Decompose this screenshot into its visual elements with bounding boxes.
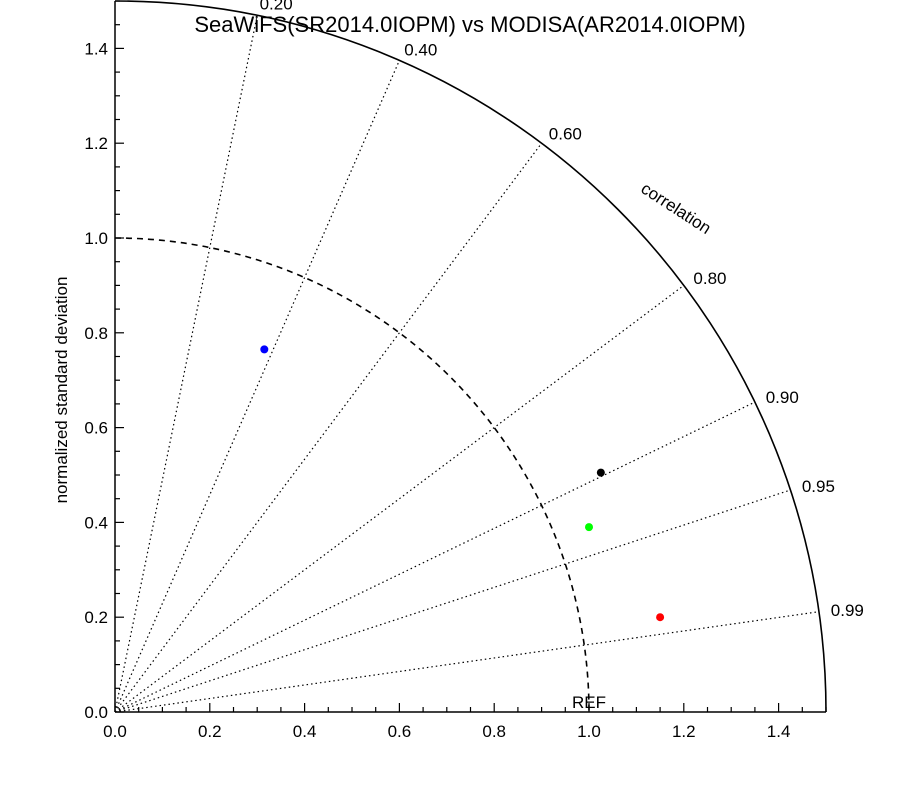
y-tick-label: 0.4 bbox=[84, 513, 108, 532]
y-tick-label: 0.8 bbox=[84, 324, 108, 343]
x-tick-label: 0.8 bbox=[482, 722, 506, 741]
correlation-tick-label: 0.99 bbox=[831, 601, 864, 620]
reference-stddev-arc bbox=[114, 237, 590, 713]
correlation-ray-6 bbox=[114, 611, 819, 713]
correlation-tick-label: 0.95 bbox=[802, 477, 835, 496]
y-ticks: 0.0 0.2 0.4 0.6 0.8 1.0 1.2 1.4 bbox=[84, 0, 124, 722]
x-tick-label: 1.2 bbox=[672, 722, 696, 741]
x-tick-label: 0.0 bbox=[103, 722, 127, 741]
chart-title: SeaWiFS(SR2014.0IOPM) vs MODISA(AR2014.0… bbox=[194, 12, 745, 37]
y-axis-label: normalized standard deviation bbox=[52, 277, 71, 504]
correlation-arc-label: correlation bbox=[638, 179, 715, 238]
correlation-tick-label: 0.20 bbox=[260, 0, 293, 14]
correlation-ray-2 bbox=[114, 142, 543, 713]
data-point-1 bbox=[596, 468, 605, 477]
x-tick-label: 1.4 bbox=[767, 722, 791, 741]
y-tick-label: 0.6 bbox=[84, 419, 108, 438]
correlation-tick-label: 0.60 bbox=[549, 125, 582, 144]
data-point-3 bbox=[656, 613, 665, 622]
x-tick-label: 0.2 bbox=[198, 722, 222, 741]
correlation-ray-0 bbox=[114, 15, 258, 713]
correlation-tick-label: 0.90 bbox=[766, 388, 799, 407]
correlation-rays bbox=[114, 15, 819, 713]
correlation-ray-3 bbox=[114, 284, 685, 713]
y-tick-label: 1.4 bbox=[84, 39, 108, 58]
outer-stddev-arc bbox=[114, 0, 827, 713]
y-tick-label: 0.0 bbox=[84, 703, 108, 722]
x-ticks: 0.0 0.2 0.4 0.6 0.8 1.0 1.2 1.4 bbox=[103, 703, 827, 741]
y-tick-label: 0.2 bbox=[84, 608, 108, 627]
correlation-ray-5 bbox=[114, 489, 791, 713]
x-tick-label: 0.4 bbox=[293, 722, 317, 741]
correlation-ray-1 bbox=[114, 60, 400, 713]
correlation-tick-label: 0.80 bbox=[693, 269, 726, 288]
data-point-2 bbox=[585, 523, 593, 532]
x-tick-label: 1.0 bbox=[577, 722, 601, 741]
correlation-ray-4 bbox=[114, 401, 756, 713]
x-tick-label: 0.6 bbox=[388, 722, 412, 741]
data-point-0 bbox=[260, 345, 269, 354]
reference-label: REF bbox=[572, 693, 606, 712]
data-points bbox=[260, 345, 665, 622]
y-tick-label: 1.0 bbox=[84, 229, 108, 248]
correlation-labels: 0.20 0.40 0.60 0.80 0.90 0.95 0.99 bbox=[260, 0, 864, 620]
correlation-tick-label: 0.40 bbox=[404, 40, 437, 59]
y-tick-label: 1.2 bbox=[84, 134, 108, 153]
